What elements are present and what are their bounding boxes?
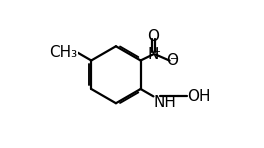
Text: CH₃: CH₃: [49, 45, 77, 60]
Text: N: N: [148, 47, 159, 62]
Text: O: O: [166, 53, 178, 68]
Text: NH: NH: [154, 95, 177, 110]
Text: +: +: [152, 47, 160, 57]
Text: OH: OH: [187, 89, 211, 104]
Text: O: O: [147, 29, 159, 44]
Text: −: −: [171, 54, 178, 64]
